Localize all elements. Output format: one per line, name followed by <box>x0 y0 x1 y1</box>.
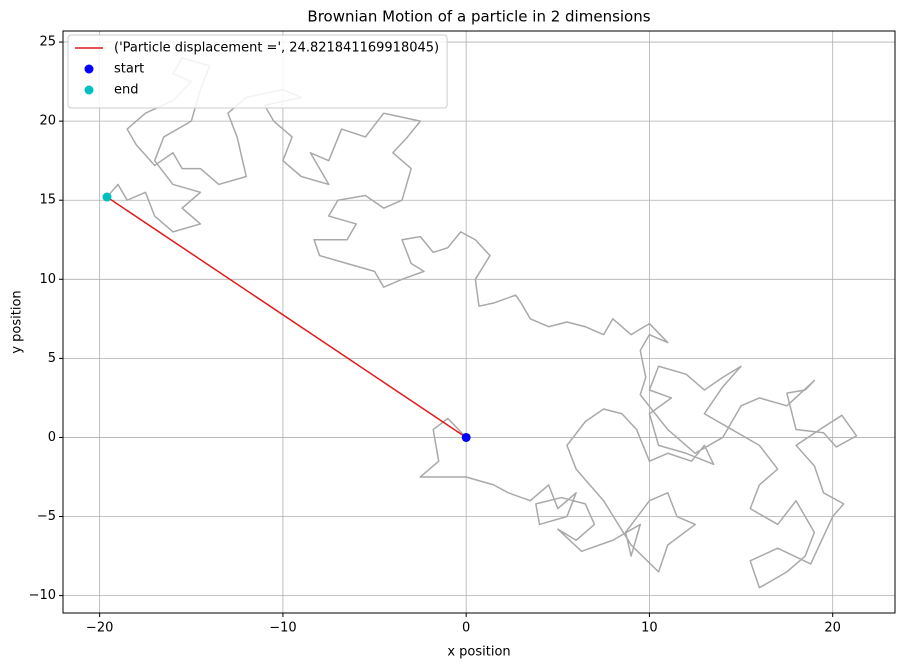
y-tick-label: −10 <box>29 588 56 603</box>
x-tick-label: 10 <box>641 621 658 636</box>
y-tick-label: 15 <box>39 193 56 208</box>
legend-marker <box>84 85 94 95</box>
chart-title: Brownian Motion of a particle in 2 dimen… <box>307 8 650 26</box>
y-tick-label: 5 <box>48 351 56 366</box>
x-tick-label: −20 <box>86 621 113 636</box>
legend-box <box>67 34 448 109</box>
y-tick-label: −5 <box>37 509 56 524</box>
y-tick-label: 20 <box>39 114 56 129</box>
legend: ('Particle displacement =', 24.821841169… <box>67 34 448 109</box>
point <box>102 192 112 202</box>
x-tick-label: −10 <box>269 621 296 636</box>
y-axis-label: y position <box>10 290 25 353</box>
y-tick-label: 25 <box>39 35 56 50</box>
plot-frame <box>62 30 896 614</box>
legend-label: ('Particle displacement =', 24.821841169… <box>114 41 439 56</box>
x-axis-label: x position <box>447 645 510 660</box>
legend-label: start <box>114 62 144 77</box>
x-tick-label: 0 <box>462 621 470 636</box>
x-tick-label: 20 <box>824 621 841 636</box>
legend-label: end <box>114 83 139 98</box>
trajectory-line <box>106 57 858 589</box>
y-tick-label: 10 <box>39 272 56 287</box>
legend-marker <box>84 64 94 74</box>
point <box>461 432 471 442</box>
displacement-line <box>106 196 467 439</box>
y-tick-label: 0 <box>48 430 56 445</box>
